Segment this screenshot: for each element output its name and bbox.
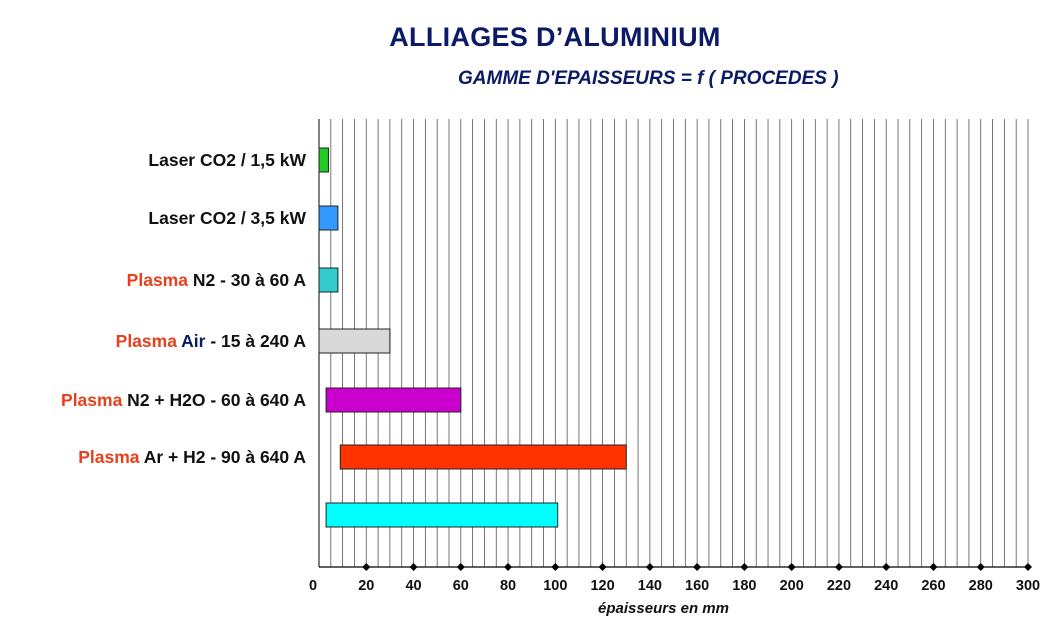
x-tick-marker (504, 563, 513, 571)
bar (318, 147, 329, 173)
chart-title: ALLIAGES D’ALUMINIUM (389, 22, 721, 52)
category-label: Plasma N2 - 30 à 60 A (127, 270, 306, 290)
bar (318, 328, 391, 354)
x-tick-label: 20 (358, 578, 374, 594)
x-tick-label: 80 (500, 578, 516, 594)
category-label-part: Ar + H2 - 90 à 640 A (139, 447, 306, 467)
chart-subtitle: GAMME D'EPAISSEURS = f ( PROCEDES ) (458, 68, 839, 89)
x-tick-marker (693, 563, 702, 571)
x-tick-label: 200 (780, 578, 804, 594)
x-tick-label: 240 (874, 578, 898, 594)
x-tick-label: 260 (921, 578, 945, 594)
x-tick-marker (456, 563, 465, 571)
category-label-part: Laser CO2 / 3,5 kW (148, 208, 306, 228)
x-tick-marker (787, 563, 796, 571)
x-tick-marker (929, 563, 938, 571)
bar (325, 502, 559, 528)
category-label: Plasma N2 + H2O - 60 à 640 A (61, 390, 306, 410)
category-label: Plasma Ar + H2 - 90 à 640 A (78, 447, 306, 467)
x-tick-marker (598, 563, 607, 571)
category-label-part: Laser CO2 / 1,5 kW (148, 150, 306, 170)
x-tick-marker (834, 563, 843, 571)
bar (339, 444, 627, 470)
x-tick-marker (551, 563, 560, 571)
x-tick-marker (409, 563, 418, 571)
category-label-part: - 15 à 240 A (205, 331, 306, 351)
category-label-part: Plasma (115, 331, 177, 351)
x-tick-label: 280 (969, 578, 993, 594)
x-tick-label: 120 (590, 578, 614, 594)
x-tick-marker (645, 563, 654, 571)
x-axis-label: épaisseurs en mm (598, 600, 729, 617)
category-label-part: Plasma (61, 390, 123, 410)
category-label-part: N2 + H2O - 60 à 640 A (122, 390, 306, 410)
x-tick-label: 40 (405, 578, 421, 594)
bar (318, 205, 339, 231)
category-label: Laser CO2 / 3,5 kW (148, 208, 306, 228)
bar (318, 267, 339, 293)
x-tick-label: 180 (732, 578, 756, 594)
category-label-part: Plasma (78, 447, 140, 467)
x-tick-marker (976, 563, 985, 571)
x-tick-label: 160 (685, 578, 709, 594)
category-label: Laser CO2 / 1,5 kW (148, 150, 306, 170)
x-tick-label: 300 (1016, 578, 1040, 594)
bar (325, 387, 462, 413)
x-tick-marker (882, 563, 891, 571)
x-tick-label: 100 (543, 578, 567, 594)
category-label: Plasma Air - 15 à 240 A (116, 331, 306, 351)
x-tick-marker (1024, 563, 1032, 571)
x-tick-marker (362, 563, 371, 571)
category-label-part: Plasma (126, 270, 188, 290)
category-label-part: N2 - 30 à 60 A (187, 270, 306, 290)
category-label-part: Air (176, 331, 206, 351)
x-tick-label: 220 (827, 578, 851, 594)
x-tick-label: 0 (309, 578, 317, 594)
x-tick-label: 140 (638, 578, 662, 594)
x-tick-label: 60 (453, 578, 469, 594)
x-tick-marker (740, 563, 749, 571)
